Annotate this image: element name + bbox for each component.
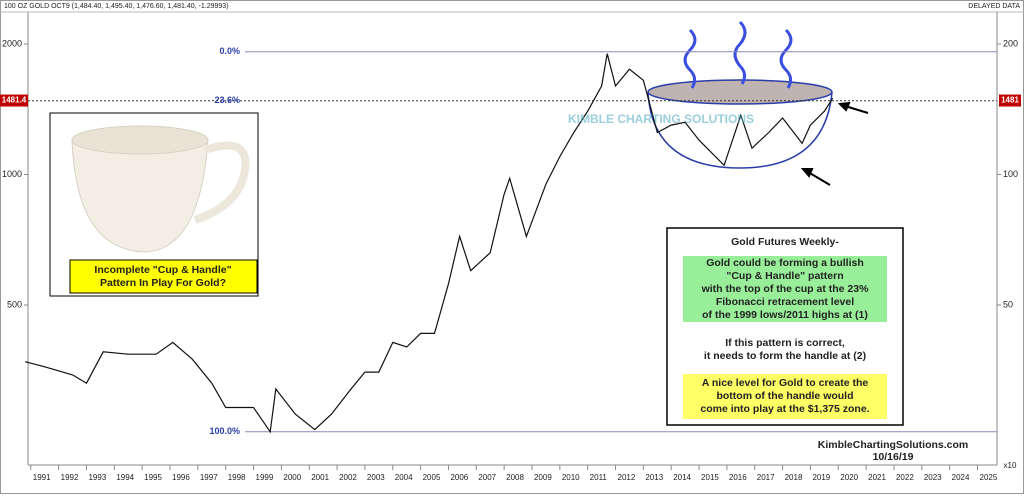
- fib-label: 23.6%: [214, 95, 240, 105]
- green-line: Fibonacci retracement level: [716, 296, 854, 308]
- steam: [683, 20, 793, 89]
- footer-site: KimbleChartingSolutions.com: [818, 439, 969, 451]
- cup-top: [71, 125, 209, 155]
- x-tick-label: 1992: [61, 473, 79, 482]
- caption: Pattern In Play For Gold?: [100, 277, 226, 289]
- green-line: with the top of the cup at the 23%: [701, 283, 870, 295]
- green-line: Gold could be forming a bullish: [706, 257, 864, 269]
- x-tick-label: 2002: [339, 473, 357, 482]
- x-tick-label: 2001: [311, 473, 329, 482]
- x-tick-label: 2015: [701, 473, 719, 482]
- green-line: "Cup & Handle" pattern: [726, 270, 843, 282]
- price-tag: 1481.4: [2, 96, 27, 105]
- x-tick-label: 2011: [590, 473, 608, 482]
- x-tick-label: 2018: [785, 473, 803, 482]
- x-tick-label: 2008: [506, 473, 524, 482]
- x-tick-label: 2016: [729, 473, 747, 482]
- middle-line: If this pattern is correct,: [725, 337, 845, 349]
- x-tick-label: 2017: [757, 473, 775, 482]
- y2-tick-label: 200: [1003, 38, 1018, 48]
- x-tick-label: 2007: [478, 473, 496, 482]
- header: 100 OZ GOLD OCT9 (1,484.40, 1,495.40, 1,…: [4, 3, 229, 10]
- status: DELAYED DATA: [968, 3, 1020, 10]
- x-tick-label: 2014: [673, 473, 691, 482]
- x-tick-label: 1993: [88, 473, 106, 482]
- x-tick-label: 1996: [172, 473, 190, 482]
- x-tick-label: 2022: [896, 473, 914, 482]
- y-tick-label: 500: [7, 299, 22, 309]
- middle-line: it needs to form the handle at (2): [704, 350, 866, 362]
- x-tick-label: 1991: [33, 473, 51, 482]
- yellow-line: bottom of the handle would: [716, 390, 853, 402]
- arrows: [800, 101, 869, 186]
- y2-tick-label: 100: [1003, 169, 1018, 179]
- x-tick-label: 1998: [228, 473, 246, 482]
- yellow-line: A nice level for Gold to create the: [702, 377, 869, 389]
- cup-body: [71, 139, 209, 253]
- box-title: Gold Futures Weekly-: [731, 236, 839, 248]
- x-tick-label: 2024: [952, 473, 970, 482]
- caption-box: [69, 259, 258, 294]
- x-tick-label: 2023: [924, 473, 942, 482]
- x-tick-label: 2005: [423, 473, 441, 482]
- right-price-tag-box: [999, 94, 1021, 107]
- fib-label: 100.0%: [209, 426, 240, 436]
- x-tick-label: 2020: [840, 473, 858, 482]
- x-tick-label: 2012: [618, 473, 636, 482]
- y-tick-label: 2000: [2, 38, 22, 48]
- x-tick-label: 2006: [450, 473, 468, 482]
- watermark: KIMBLE CHARTING SOLUTIONS: [568, 112, 754, 126]
- x-tick-label: 1999: [256, 473, 274, 482]
- y-tick-label: 1000: [2, 169, 22, 179]
- x-tick-label: 2009: [534, 473, 552, 482]
- price-tag-box: [0, 94, 28, 107]
- x-tick-label: 1995: [144, 473, 162, 482]
- x-tick-label: 2021: [868, 473, 886, 482]
- cup-handle: [193, 141, 250, 224]
- multiplier: x10: [1004, 461, 1017, 470]
- x-tick-label: 2000: [283, 473, 301, 482]
- green-line: of the 1999 lows/2011 highs at (1): [702, 309, 868, 321]
- x-tick-label: 2019: [812, 473, 830, 482]
- caption: Incomplete "Cup & Handle": [94, 264, 231, 276]
- yellow-box: [683, 374, 887, 419]
- right-price-tag: 1481: [1001, 96, 1019, 105]
- x-tick-label: 2003: [367, 473, 385, 482]
- green-box: [683, 256, 887, 322]
- x-tick-label: 1997: [200, 473, 218, 482]
- yellow-line: come into play at the $1,375 zone.: [700, 403, 869, 415]
- x-tick-label: 1994: [116, 473, 134, 482]
- x-tick-label: 2025: [980, 473, 998, 482]
- footer-date: 10/16/19: [873, 451, 914, 463]
- x-tick-label: 2004: [395, 473, 413, 482]
- price-line: [25, 53, 834, 434]
- y2-tick-label: 50: [1003, 299, 1013, 309]
- x-tick-label: 2010: [562, 473, 580, 482]
- x-tick-label: 2013: [645, 473, 663, 482]
- fib-label: 0.0%: [219, 46, 240, 56]
